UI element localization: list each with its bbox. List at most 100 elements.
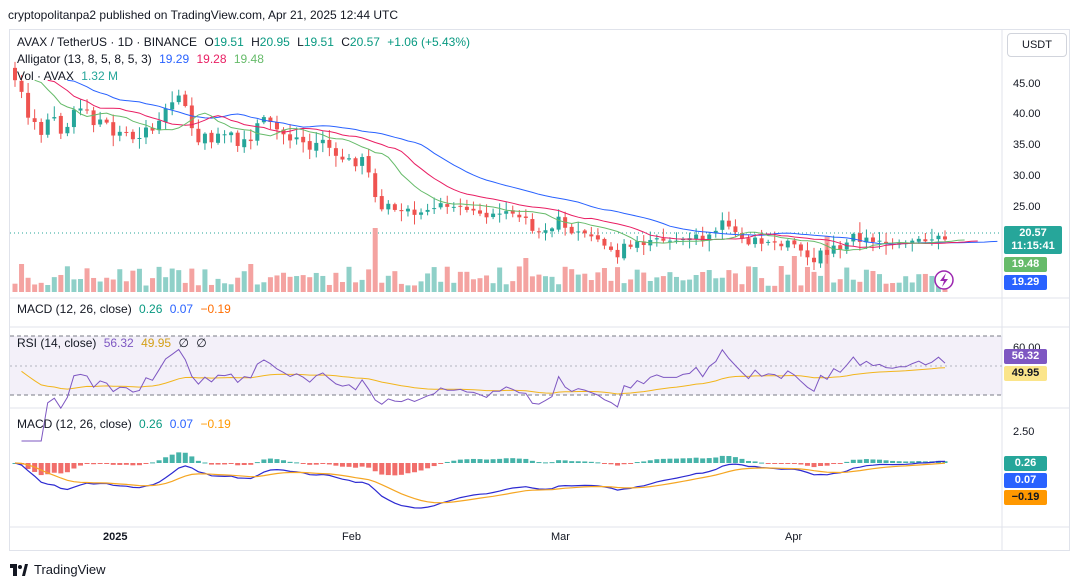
volume-bar — [398, 283, 404, 292]
volume-bar — [477, 278, 483, 292]
candle-body — [222, 134, 227, 136]
macd-histogram-bar — [438, 463, 444, 464]
macd-histogram-bar — [529, 460, 535, 463]
candle-body — [936, 235, 941, 240]
volume-bar — [877, 274, 883, 292]
rsi-ma-line — [21, 367, 946, 395]
volume-bar — [71, 279, 77, 292]
candle-body — [386, 203, 391, 210]
macd-histogram-bar — [366, 463, 372, 468]
volume-bar — [372, 228, 378, 292]
macd-histogram-bar — [778, 463, 784, 464]
volume-bar — [136, 268, 142, 292]
candle-body — [288, 134, 293, 141]
candle-body — [667, 240, 672, 242]
volume-bar — [464, 271, 470, 292]
volume-label[interactable]: Vol · AVAX — [17, 69, 74, 83]
volume-bar — [503, 284, 509, 292]
volume-bar — [470, 279, 476, 292]
volume-bar — [693, 275, 699, 292]
macd-histogram-bar — [916, 461, 922, 463]
rsi-badge: 56.32 — [1004, 349, 1047, 364]
volume-bar — [392, 271, 398, 292]
candle-body — [150, 127, 155, 131]
chart-frame[interactable] — [9, 29, 1070, 551]
macd-top-legend[interactable]: MACD (12, 26, close) 0.26 0.07 −0.19 — [17, 302, 235, 316]
candle-body — [301, 136, 306, 143]
macd-label[interactable]: MACD (12, 26, close) — [17, 417, 132, 431]
bar-countdown: 11:15:41 — [1011, 240, 1055, 252]
footer-brand[interactable]: TradingView — [10, 562, 106, 577]
candle-body — [550, 228, 555, 232]
currency-button[interactable]: USDT — [1007, 33, 1067, 57]
volume-bar — [313, 272, 319, 292]
alligator-label[interactable]: Alligator (13, 8, 5, 8, 5, 3) — [17, 52, 152, 66]
volume-bar — [824, 236, 830, 292]
volume-bar — [457, 271, 463, 292]
candle-body — [366, 156, 371, 173]
macd-histogram-bar — [398, 463, 404, 475]
volume-bar — [687, 279, 693, 292]
macd-histogram-bar — [634, 462, 640, 464]
macd-histogram-bar — [77, 463, 83, 466]
symbol-legend[interactable]: AVAX / TetherUS · 1D · BINANCE O19.51 H2… — [17, 35, 474, 49]
macd-histogram-bar — [189, 456, 195, 463]
volume-bar — [654, 277, 660, 292]
macd-top-hist-value: 0.26 — [139, 302, 163, 316]
macd-histogram-bar — [176, 452, 182, 463]
candle-body — [248, 139, 253, 142]
macd-tick-2-50: 2.50 — [1013, 426, 1035, 438]
volume-bar — [647, 280, 653, 292]
volume-bar — [588, 280, 594, 292]
candle-body — [130, 131, 135, 140]
volume-bar — [896, 282, 902, 292]
volume-bar — [706, 270, 712, 292]
macd-hist-badge: 0.26 — [1004, 456, 1047, 471]
volume-bar — [346, 266, 352, 292]
volume-bar — [484, 275, 490, 292]
volume-bar — [385, 275, 391, 292]
candle-body — [595, 235, 600, 240]
volume-bar — [523, 258, 529, 292]
volume-bar — [922, 273, 928, 292]
macd-histogram-bar — [346, 463, 352, 467]
candle-body — [202, 133, 207, 144]
macd-histogram-bar — [104, 463, 110, 464]
macd-histogram-bar — [549, 462, 555, 464]
candle-body — [805, 250, 810, 258]
macd-legend[interactable]: MACD (12, 26, close) 0.26 0.07 −0.19 — [17, 417, 235, 431]
macd-histogram-bar — [326, 463, 332, 465]
macd-histogram-bar — [654, 459, 660, 463]
candle-body — [929, 239, 934, 241]
volume-bar — [719, 277, 725, 292]
rsi-ma-value: 49.95 — [141, 336, 172, 350]
macd-histogram-bar — [195, 460, 201, 463]
candle-body — [196, 128, 201, 143]
volume-bar — [169, 268, 175, 292]
macd-top-label[interactable]: MACD (12, 26, close) — [17, 302, 132, 316]
macd-histogram-bar — [863, 459, 869, 463]
macd-histogram-bar — [582, 461, 588, 463]
candle-body — [497, 213, 502, 215]
symbol-name[interactable]: AVAX / TetherUS · 1D · BINANCE — [17, 35, 198, 49]
volume-bar — [261, 282, 267, 292]
alligator-legend[interactable]: Alligator (13, 8, 5, 8, 5, 3) 19.29 19.2… — [17, 52, 268, 66]
candle-body — [45, 119, 50, 135]
volume-bar — [241, 271, 247, 292]
macd-histogram-bar — [150, 462, 156, 464]
rsi-legend[interactable]: RSI (14, close) 56.32 49.95 ∅ ∅ — [17, 336, 211, 350]
candle-body — [261, 117, 266, 123]
macd-histogram-bar — [64, 463, 70, 473]
volume-legend[interactable]: Vol · AVAX 1.32 M — [17, 69, 122, 83]
candle-body — [602, 238, 607, 246]
macd-histogram-bar — [182, 452, 188, 463]
macd-macd-value: 0.07 — [169, 417, 194, 431]
volume-bar — [45, 284, 51, 292]
high-value: 20.95 — [259, 35, 290, 49]
volume-bar — [903, 276, 909, 292]
volume-bar — [542, 276, 548, 292]
candle-body — [379, 196, 384, 210]
flash-icon[interactable] — [934, 270, 954, 290]
rsi-label[interactable]: RSI (14, close) — [17, 336, 97, 350]
